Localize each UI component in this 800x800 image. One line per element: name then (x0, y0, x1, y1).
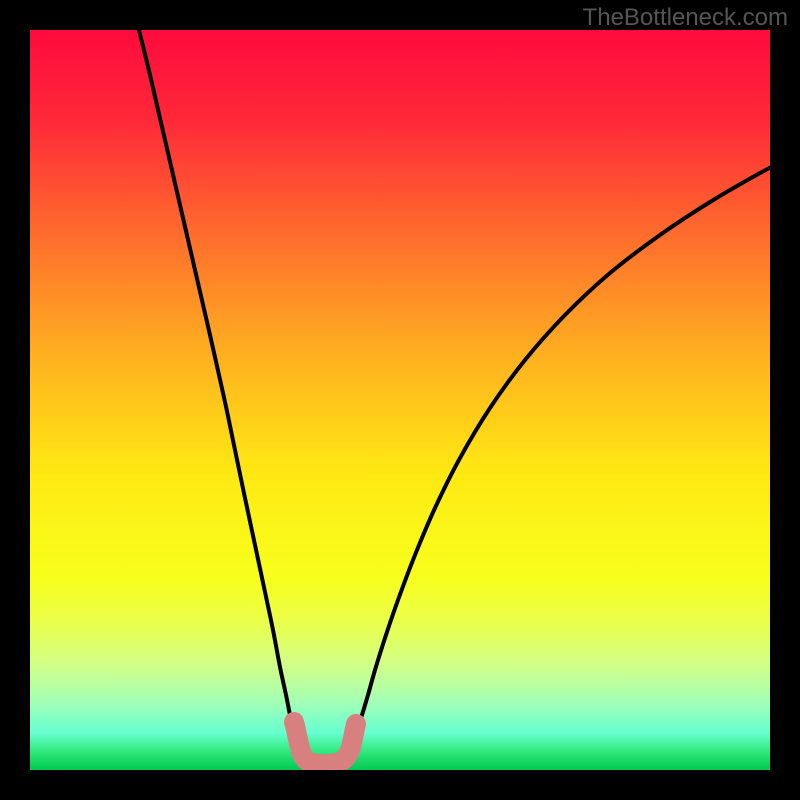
chart-container: TheBottleneck.com (0, 0, 800, 800)
watermark-text: TheBottleneck.com (583, 4, 788, 32)
gradient-background (30, 30, 770, 770)
chart-svg (0, 0, 800, 800)
